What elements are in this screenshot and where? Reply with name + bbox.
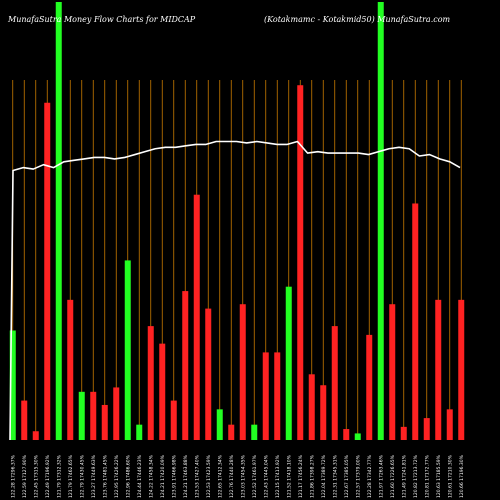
money-flow-bar [228,424,235,440]
money-flow-bar [262,352,269,440]
x-tick-label: 122.49 17196.92% [45,454,51,498]
x-tick-label: 122.04 17389.72% [321,454,327,498]
x-tick-label: 122.65 17412.34% [217,454,223,498]
x-tick-label: 121.86 17398.27% [309,454,315,498]
money-flow-bar [44,102,51,441]
x-tick-label: 122.31 17345.31% [332,454,338,498]
money-flow-bar [90,391,97,440]
money-flow-bar [446,409,453,440]
money-flow-bar [423,418,430,440]
x-tick-label: 122.95 17426.22% [114,454,120,498]
x-tick-label: 124.22 17458.34% [148,454,154,498]
x-tick-label: 122.79 17430.45% [79,454,85,498]
x-tick-label: 121.60 17226.65% [390,454,396,498]
x-tick-labels: 122.28 17296.37% 122.59 17127.90% 122.45 1… [10,454,465,498]
x-tick-label: 122.59 17127.90% [22,454,28,498]
money-flow-bar [285,286,292,440]
money-flow-bar [124,260,131,440]
x-tick-label: 124.21 17420.09% [160,454,166,498]
money-flow-bar [170,400,177,440]
money-flow-bar [354,433,361,440]
money-flow-bar [182,291,189,440]
x-tick-label: 121.97 17263.46% [378,454,384,498]
money-flow-bar [435,299,442,440]
x-tick-label: 122.28 17342.77% [367,454,373,498]
money-flow-bar [320,385,327,440]
x-tick-label: 123.53 17427.40% [194,454,200,498]
x-tick-label: 122.52 17461.97% [252,454,258,498]
x-tick-label: 122.96 17486.60% [125,454,131,498]
chart-title: MunafaSutra Money Flow Charts for MIDCAP [7,15,196,24]
money-flow-bar [389,304,396,440]
money-flow-bar [78,391,85,440]
x-tick-label: 120.82 17213.72% [413,454,419,498]
money-flow-bar [113,387,120,440]
money-flow-bar [297,85,304,440]
money-flow-bar [331,326,338,440]
x-tick-label: 122.67 17385.05% [344,454,350,498]
x-tick-label: 122.28 17296.37% [10,454,16,498]
money-flow-bar [251,424,258,440]
money-flow-bar [458,299,465,440]
x-tick-label: 122.53 17423.59% [206,454,212,498]
money-flow-bar [400,426,407,440]
money-flow-bar [366,334,373,440]
money-flow-bar [239,304,246,440]
x-tick-label: 121.79 17462.65% [68,454,74,498]
x-tick-label: 122.76 17440.28% [229,454,235,498]
chart-subtitle: (Kotakmamc - Kotakmid50) MunafaSutra.com [264,15,451,24]
money-flow-line [9,140,461,441]
x-tick-label: 122.15 17413.92% [275,454,281,498]
money-flow-bar [147,326,154,440]
x-tick-label: 121.17 17456.24% [298,454,304,498]
money-flow-bar [101,404,108,440]
x-tick-label: 121.79 17312.32% [56,454,62,498]
money-flow-bar [55,2,62,440]
x-tick-label: 121.49 17241.81% [401,454,407,498]
x-tick-label: 123.91 17466.98% [171,454,177,498]
x-tick-label: 123.27 17449.63% [91,454,97,498]
money-flow-bar [32,431,39,440]
money-flow-bar [412,203,419,440]
money-flow-bar [205,308,212,440]
money-flow-bar [274,352,281,440]
x-tick-label: 121.52 17418.10% [286,454,292,498]
money-flow-bar [67,299,74,440]
bars [9,2,465,441]
money-flow-bar [377,2,384,440]
x-tick-label: 122.45 17315.30% [33,454,39,498]
x-tick-label: 120.63 17185.59% [436,454,442,498]
money-flow-bar [308,374,315,440]
money-flow-bar [343,429,350,440]
money-flow-bar [193,194,200,440]
x-tick-label: 120.61 17210.30% [447,454,453,498]
x-tick-label: 120.81 17172.77% [424,454,430,498]
x-tick-label: 124.44 17446.23% [137,454,143,498]
money-flow-bar [9,330,16,440]
x-tick-label: 122.57 17379.00% [355,454,361,498]
x-tick-label: 122.43 17445.04% [263,454,269,498]
x-tick-label: 123.03 17454.35% [240,454,246,498]
money-flow-bar [21,400,28,440]
x-tick-label: 123.76 17481.45% [102,454,108,498]
money-flow-bar [216,409,223,440]
x-tick-label: 124.21 17463.88% [183,454,189,498]
money-flow-bar [136,424,143,440]
x-tick-label: 120.66 17196.30% [459,454,465,498]
money-flow-bar [159,343,166,440]
